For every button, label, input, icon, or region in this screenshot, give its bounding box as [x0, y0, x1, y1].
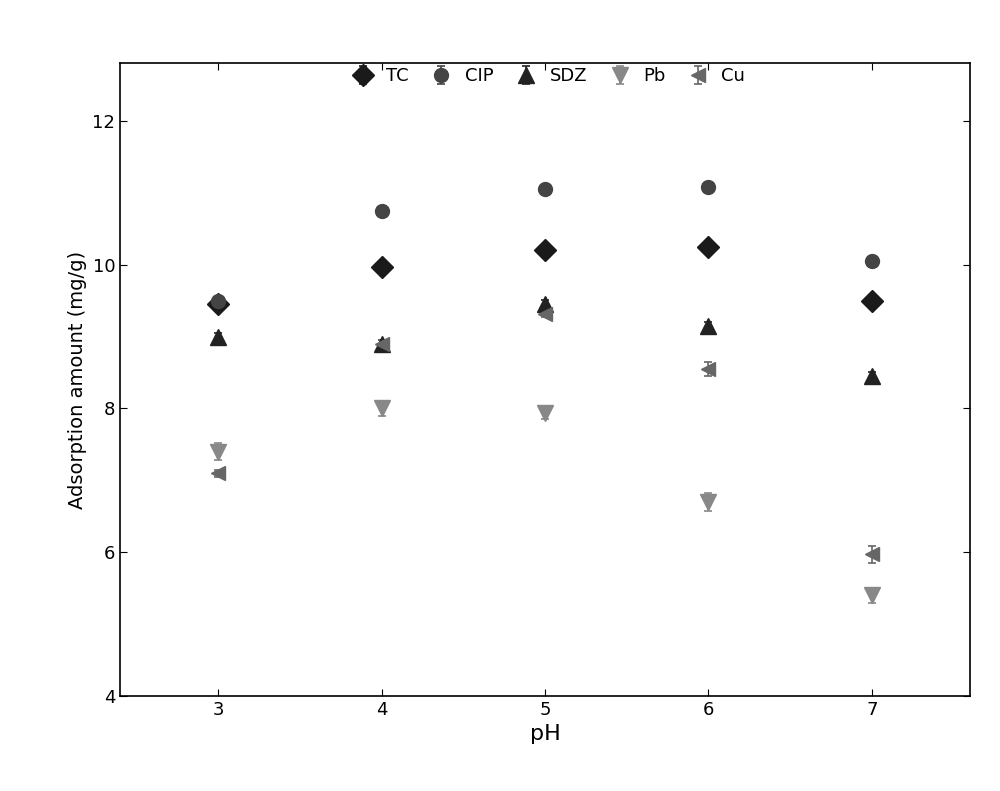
- X-axis label: pH: pH: [530, 725, 560, 744]
- Y-axis label: Adsorption amount (mg/g): Adsorption amount (mg/g): [68, 251, 87, 509]
- Legend: TC, CIP, SDZ, Pb, Cu: TC, CIP, SDZ, Pb, Cu: [338, 59, 752, 92]
